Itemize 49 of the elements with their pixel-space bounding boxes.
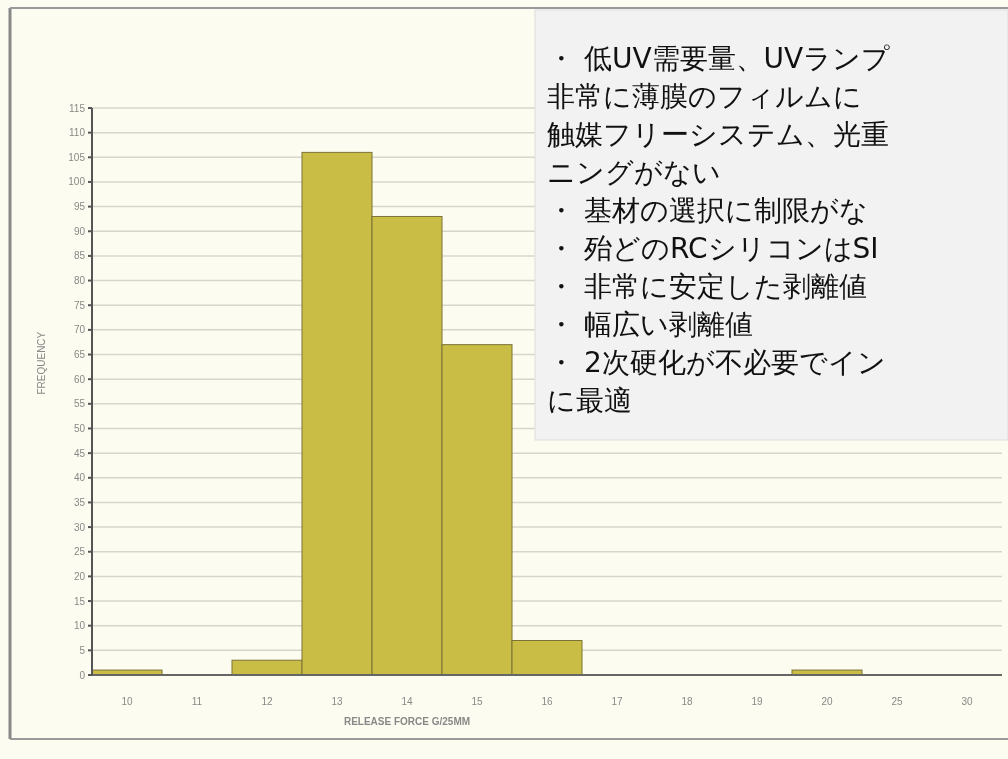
x-tick-label: 30 xyxy=(961,696,973,707)
annotation: ・ 幅広い剥離値 xyxy=(547,308,753,341)
x-tick-label: 12 xyxy=(261,696,273,707)
y-tick-label: 20 xyxy=(73,570,86,582)
x-tick-label: 11 xyxy=(191,696,203,707)
annotation: に最適 xyxy=(547,384,632,417)
y-tick-label: 75 xyxy=(73,299,86,311)
y-tick-label: 85 xyxy=(73,250,86,262)
y-tick-label: 55 xyxy=(73,398,86,410)
y-tick-label: 5 xyxy=(79,644,86,656)
y-tick-label: 80 xyxy=(73,275,86,287)
x-tick-label: 14 xyxy=(401,696,413,707)
x-tick-label: 19 xyxy=(751,696,763,707)
x-axis-title: RELEASE FORCE G/25MM xyxy=(343,716,471,727)
y-tick-label: 45 xyxy=(73,447,86,459)
x-tick-label: 13 xyxy=(331,696,343,707)
annotation: ・ 非常に安定した剥離値 xyxy=(547,270,867,303)
y-tick-label: 35 xyxy=(73,496,86,508)
annotation: ニングがない xyxy=(547,156,721,189)
annotation: ・ 殆どのRCシリコンはSI xyxy=(547,232,879,265)
y-tick-label: 50 xyxy=(73,422,86,434)
y-tick-label: 0 xyxy=(79,669,86,681)
x-tick-label: 15 xyxy=(471,696,483,707)
annotation: 触媒フリーシステム、光重 xyxy=(547,118,889,151)
y-tick-label: 65 xyxy=(73,349,86,361)
y-tick-label: 100 xyxy=(68,176,86,188)
annotation: ・ 2次硬化が不必要でイン xyxy=(547,346,886,379)
y-tick-label: 70 xyxy=(73,324,86,336)
y-tick-label: 15 xyxy=(73,595,86,607)
x-tick-label: 17 xyxy=(611,696,623,707)
text: ・ 低UV需要量、UVランプ xyxy=(547,42,891,75)
y-axis-title: FREQUENCY xyxy=(36,331,47,395)
x-tick-label: 18 xyxy=(681,696,693,707)
y-tick-label: 95 xyxy=(73,201,86,213)
y-tick-label: 105 xyxy=(68,151,86,163)
x-tick-label: 10 xyxy=(121,696,133,707)
y-tick-label: 10 xyxy=(73,620,86,632)
y-tick-label: 110 xyxy=(69,127,86,139)
annotation: ・ 基材の選択に制限がな xyxy=(547,194,868,227)
y-tick-label: 60 xyxy=(73,373,86,385)
x-tick-label: 20 xyxy=(821,696,833,707)
y-tick-label: 30 xyxy=(73,521,86,533)
x-tick-label: 16 xyxy=(541,696,553,707)
annotation: 非常に薄膜のフィルムに xyxy=(547,80,862,113)
y-tick-label: 40 xyxy=(73,472,86,484)
x-tick-label: 25 xyxy=(891,696,903,707)
y-tick-label: 25 xyxy=(73,546,86,558)
y-tick-label: 90 xyxy=(73,225,86,237)
y-tick-label: 115 xyxy=(69,102,86,114)
